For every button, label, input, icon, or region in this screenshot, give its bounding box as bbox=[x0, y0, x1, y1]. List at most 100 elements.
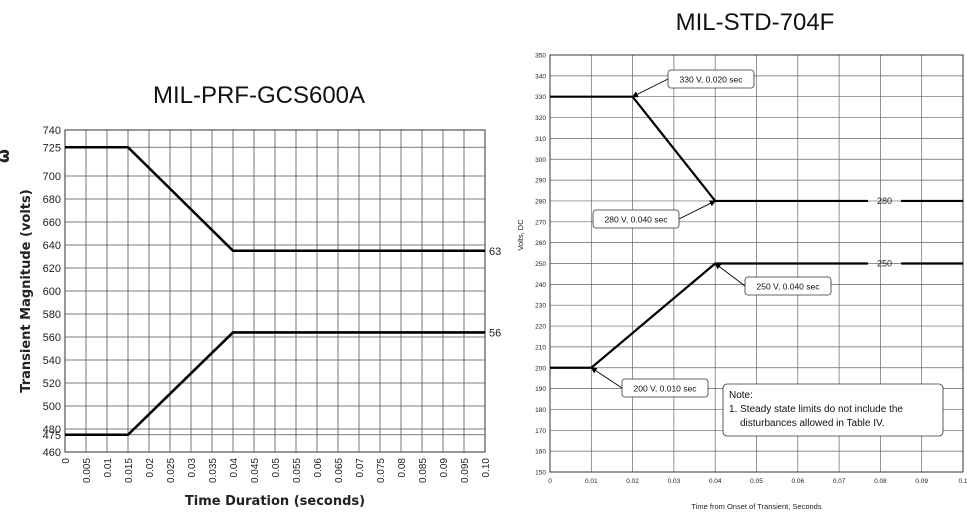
right-y-tick-label: 180 bbox=[535, 407, 546, 414]
left-x-tick-label: 0.065 bbox=[334, 458, 345, 483]
left-x-tick-label: 0.08 bbox=[397, 458, 408, 478]
left-y-tick-label: 660 bbox=[43, 217, 61, 229]
left-end-label: 63 bbox=[489, 246, 501, 258]
left-x-tick-label: 0.045 bbox=[250, 458, 261, 483]
left-y-tick-label: 680 bbox=[43, 194, 61, 206]
left-x-tick-label: 0.01 bbox=[103, 458, 114, 478]
left-edge-glyph: ω bbox=[0, 149, 13, 163]
left-x-tick-label: 0.095 bbox=[460, 458, 471, 483]
right-x-tick-label: 0.08 bbox=[874, 478, 887, 485]
right-y-tick-label: 210 bbox=[535, 344, 546, 351]
annotation-arrow bbox=[714, 262, 746, 287]
right-y-tick-label: 300 bbox=[535, 157, 546, 164]
right-y-tick-label: 320 bbox=[535, 115, 546, 122]
right-y-tick-label: 290 bbox=[535, 178, 546, 185]
right-x-tick-label: 0.09 bbox=[915, 478, 928, 485]
left-y-tick-label: 740 bbox=[43, 125, 61, 137]
note-line: disturbances allowed in Table IV. bbox=[740, 418, 885, 429]
left-x-tick-label: 0.03 bbox=[187, 458, 198, 478]
right-y-tick-label: 240 bbox=[535, 282, 546, 289]
left-x-tick-label: 0.085 bbox=[418, 458, 429, 483]
right-y-tick-label: 340 bbox=[535, 73, 546, 80]
left-x-tick-label: 0.075 bbox=[376, 458, 387, 483]
right-x-tick-label: 0.02 bbox=[626, 478, 639, 485]
left-x-tick-label: 0.015 bbox=[124, 458, 135, 483]
right-y-tick-label: 160 bbox=[535, 449, 546, 456]
right-y-tick-label: 260 bbox=[535, 240, 546, 247]
right-series-line bbox=[550, 262, 869, 369]
left-x-tick-label: 0.055 bbox=[292, 458, 303, 483]
left-y-tick-label: 500 bbox=[43, 401, 61, 413]
annotation-arrow bbox=[590, 367, 623, 389]
right-line-label: 280 bbox=[877, 196, 892, 206]
left-y-tick-label: 580 bbox=[43, 309, 61, 321]
left-y-tick-label: 560 bbox=[43, 332, 61, 344]
right-x-tick-label: 0.04 bbox=[709, 478, 722, 485]
annotation-label: 330 V, 0.020 sec bbox=[679, 75, 743, 85]
annotation-box bbox=[667, 69, 755, 89]
left-x-tick-label: 0.005 bbox=[82, 458, 93, 483]
right-x-tick-label: 0.07 bbox=[833, 478, 846, 485]
right-chart: MIL-STD-704F 150 160 170 180 190 200 210 220 230 2… bbox=[516, 9, 967, 511]
note-box bbox=[722, 383, 944, 437]
left-y-tick-label: 520 bbox=[43, 378, 61, 390]
right-y-tick-label: 250 bbox=[535, 261, 546, 268]
left-x-tick-label: 0.035 bbox=[208, 458, 219, 483]
left-chart: MIL-PRF-GCS600A4604754805005205405605806… bbox=[0, 82, 501, 509]
right-x-tick-label: 0.1 bbox=[958, 478, 967, 485]
right-y-tick-label: 200 bbox=[535, 365, 546, 372]
right-chart-title: MIL-STD-704F bbox=[676, 9, 835, 36]
left-y-tick-label: 600 bbox=[43, 286, 61, 298]
right-x-tick-label: 0.03 bbox=[668, 478, 681, 485]
right-y-tick-label: 330 bbox=[535, 94, 546, 101]
right-y-axis-label: Volts, DC bbox=[516, 219, 525, 251]
right-y-tick-label: 310 bbox=[535, 136, 546, 143]
left-y-tick-label: 475 bbox=[43, 430, 61, 442]
left-x-tick-label: 0 bbox=[61, 458, 72, 464]
left-x-tick-label: 0.025 bbox=[166, 458, 177, 483]
right-y-tick-label: 150 bbox=[535, 470, 546, 477]
annotation-box bbox=[744, 276, 832, 296]
left-x-tick-label: 0.07 bbox=[355, 458, 366, 478]
left-x-axis-label: Time Duration (seconds) bbox=[185, 494, 365, 509]
note-line: 1. Steady state limits do not include th… bbox=[729, 404, 903, 415]
right-x-axis-label: Time from Onset of Transient, Seconds bbox=[691, 502, 821, 511]
annotation-label: 250 V, 0.040 sec bbox=[756, 282, 820, 292]
left-x-tick-label: 0.04 bbox=[229, 458, 240, 478]
left-plot-frame bbox=[64, 129, 486, 453]
right-y-tick-label: 350 bbox=[535, 53, 546, 60]
annotation-box bbox=[592, 209, 680, 229]
left-y-tick-label: 460 bbox=[43, 447, 61, 459]
left-y-tick-label: 480 bbox=[43, 424, 61, 436]
left-x-tick-label: 0.10 bbox=[481, 458, 492, 478]
left-x-tick-label: 0.09 bbox=[439, 458, 450, 478]
right-y-tick-label: 170 bbox=[535, 428, 546, 435]
left-x-tick-label: 0.05 bbox=[271, 458, 282, 478]
left-y-tick-label: 725 bbox=[43, 142, 61, 154]
left-chart-title: MIL-PRF-GCS600A bbox=[153, 82, 365, 109]
right-line-label: 250 bbox=[877, 259, 892, 269]
left-x-tick-label: 0.06 bbox=[313, 458, 324, 478]
annotation-label: 280 V, 0.040 sec bbox=[604, 215, 668, 225]
left-y-tick-label: 620 bbox=[43, 263, 61, 275]
annotation-box bbox=[621, 378, 709, 398]
left-y-tick-label: 540 bbox=[43, 355, 61, 367]
left-series-line bbox=[65, 145, 485, 253]
left-y-tick-label: 640 bbox=[43, 240, 61, 252]
right-x-tick-label: 0.06 bbox=[791, 478, 804, 485]
left-y-tick-label: 700 bbox=[43, 171, 61, 183]
right-y-tick-label: 280 bbox=[535, 198, 546, 205]
note-heading: Note: bbox=[729, 390, 753, 401]
right-x-tick-label: 0 bbox=[548, 478, 552, 485]
right-series-line bbox=[550, 95, 869, 203]
annotation-label: 200 V, 0.010 sec bbox=[633, 384, 697, 394]
annotation-arrow bbox=[631, 78, 669, 98]
annotation-arrow bbox=[678, 200, 717, 220]
right-y-tick-label: 220 bbox=[535, 324, 546, 331]
right-x-tick-label: 0.01 bbox=[585, 478, 598, 485]
right-y-tick-label: 230 bbox=[535, 303, 546, 310]
left-end-label: 56 bbox=[489, 327, 501, 339]
right-y-tick-label: 270 bbox=[535, 219, 546, 226]
left-y-axis-label: Transient Magnitude (volts) bbox=[19, 189, 34, 392]
